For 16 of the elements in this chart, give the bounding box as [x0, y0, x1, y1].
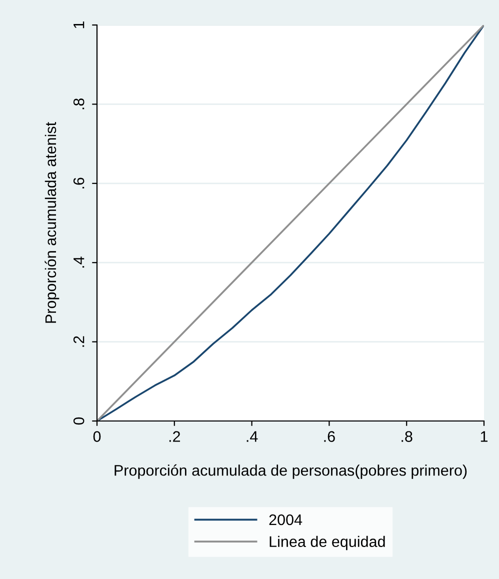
x-tick-label: .6	[324, 431, 335, 442]
legend-label: 2004	[269, 514, 302, 526]
y-tick-label: 1	[74, 21, 84, 28]
x-tick-label: .8	[402, 431, 412, 442]
x-tick-label: 0	[93, 431, 101, 442]
x-tick-label: 1	[480, 431, 488, 442]
y-tick-label: .6	[73, 178, 84, 188]
y-tick-label: 0	[73, 417, 84, 425]
y-tick-label: .4	[74, 256, 84, 268]
legend-label: Linea de equidad	[270, 536, 385, 550]
y-axis-title: Proporción acumulada atenist	[44, 122, 60, 323]
x-tick-label: .4	[246, 431, 258, 442]
y-tick-label: .2	[73, 336, 84, 347]
y-tick-label: .8	[73, 98, 84, 110]
x-axis-title: Proporción acumulada de personas(pobres primero)	[114, 464, 467, 479]
x-tick-label: .2	[169, 431, 180, 442]
